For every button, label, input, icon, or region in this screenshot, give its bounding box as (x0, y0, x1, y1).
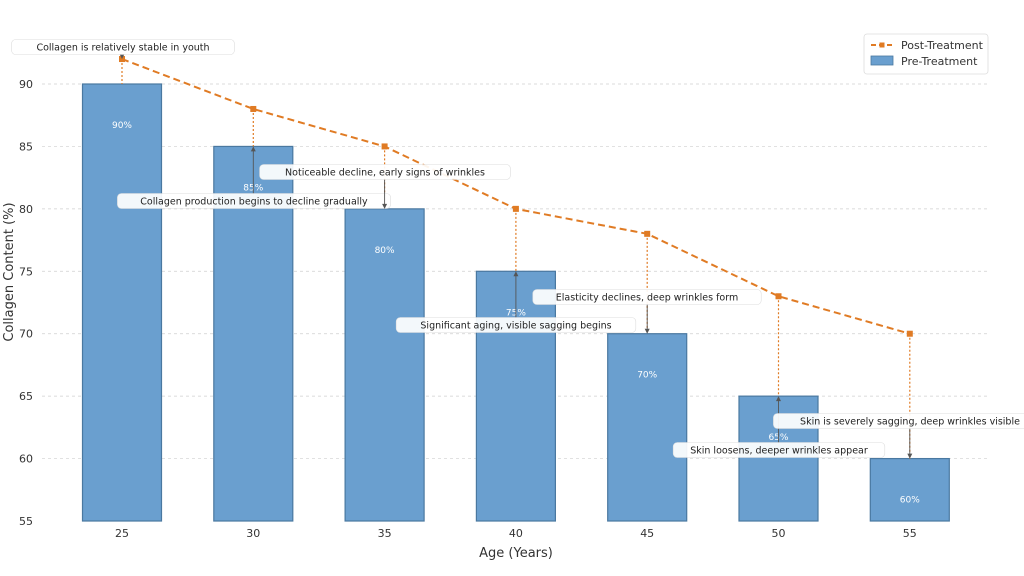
legend-frame (863, 33, 989, 75)
axes: 55 60 65 70 75 80 85 90 25 30 35 40 45 50 55 (19, 78, 917, 540)
annotation-box (773, 413, 1024, 429)
bar-value-label: 80% (375, 246, 395, 256)
x-tick-label: 25 (115, 527, 129, 540)
post-treatment-point (644, 230, 651, 237)
y-tick-label: 85 (19, 140, 33, 153)
bar-value-label: 60% (900, 496, 920, 506)
annotation-text: Skin is severely sagging, deep wrinkles … (800, 416, 1020, 427)
y-axis-label: Collagen Content (%) (2, 202, 17, 341)
annotation-arrowhead (382, 203, 388, 209)
y-tick-label: 60 (19, 453, 33, 466)
post-treatment-point (512, 205, 519, 212)
x-tick-label: 45 (640, 527, 654, 540)
bar (81, 83, 163, 522)
annotation-box (672, 442, 886, 458)
bar (344, 208, 425, 522)
annotation-text: Noticeable decline, early signs of wrink… (285, 167, 485, 178)
annotation-box (117, 193, 391, 209)
legend-label-post: Post-Treatment (901, 39, 984, 52)
post-treatment-point (906, 330, 913, 337)
annotation-text: Elasticity declines, deep wrinkles form (556, 292, 738, 303)
y-tick-label: 80 (19, 203, 33, 216)
annotation-arrowhead (119, 54, 125, 60)
annotations: Collagen is relatively stable in youth Co… (11, 39, 1024, 459)
bar (475, 270, 556, 522)
annotation-arrowhead (513, 271, 519, 277)
x-axis-label: Age (Years) (479, 546, 553, 561)
annotation-arrowhead (776, 396, 781, 402)
y-tick-label: 55 (19, 515, 33, 528)
annotation-box (395, 317, 637, 333)
bar (869, 457, 950, 522)
y-tick-label: 90 (19, 78, 33, 91)
annotation-arrowhead (250, 146, 256, 152)
y-tick-label: 70 (19, 328, 33, 341)
annotation-arrowhead (644, 328, 650, 334)
bars: 90%85%80%75%70%65%60% (81, 83, 950, 522)
annotation-box (532, 289, 762, 305)
x-tick-label: 40 (509, 527, 523, 540)
annotation-text: Collagen production begins to decline gr… (140, 196, 368, 207)
annotation-text: Significant aging, visible sagging begin… (420, 320, 611, 331)
x-tick-label: 50 (772, 527, 786, 540)
annotation-text: Collagen is relatively stable in youth (36, 42, 209, 53)
legend: Post-Treatment Pre-Treatment (863, 33, 989, 75)
post-treatment-point (775, 293, 782, 300)
legend-line-marker (879, 42, 885, 48)
bar-value-label: 90% (112, 121, 132, 131)
y-tick-label: 65 (19, 390, 33, 403)
bar (607, 333, 688, 522)
legend-bar-swatch (870, 55, 894, 66)
annotation-box (259, 164, 511, 180)
bar (213, 145, 294, 522)
post-treatment-point (250, 105, 257, 112)
bar-value-label: 70% (637, 371, 657, 381)
x-tick-label: 35 (378, 527, 392, 540)
annotation-text: Skin loosens, deeper wrinkles appear (690, 445, 868, 456)
annotation-box (11, 39, 235, 55)
post-treatment-point (381, 143, 388, 150)
legend-label-pre: Pre-Treatment (901, 55, 978, 68)
annotation-arrowhead (907, 453, 913, 459)
x-tick-label: 30 (246, 527, 260, 540)
x-tick-label: 55 (903, 527, 917, 540)
y-tick-label: 75 (19, 265, 33, 278)
